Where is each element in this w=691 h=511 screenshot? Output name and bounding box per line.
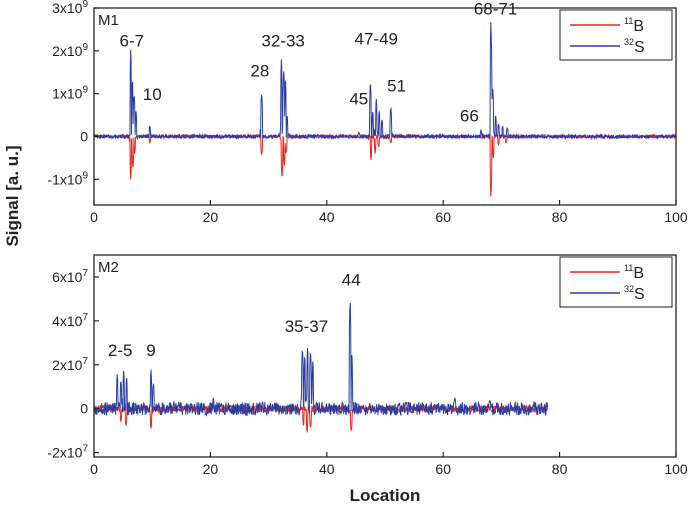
panel-label: M2 xyxy=(98,259,119,276)
x-tick-label: 60 xyxy=(435,209,451,225)
x-tick-label: 100 xyxy=(664,461,688,477)
y-tick-label: 2x109 xyxy=(52,42,88,59)
x-tick-label: 40 xyxy=(319,209,335,225)
peak-label: 66 xyxy=(460,106,479,125)
y-tick-label: 2x107 xyxy=(52,356,88,373)
y-tick-label: 3x109 xyxy=(52,0,88,16)
x-tick-label: 0 xyxy=(90,209,98,225)
legend-box xyxy=(559,256,673,308)
peak-label: 45 xyxy=(349,89,368,108)
peak-label: 51 xyxy=(387,77,406,96)
peak-label: 68-71 xyxy=(474,0,517,18)
x-tick-label: 20 xyxy=(203,461,219,477)
plot-frame xyxy=(93,254,677,458)
y-tick-label: -2x107 xyxy=(47,444,88,461)
y-tick-label: 0 xyxy=(80,401,88,417)
plot-frame xyxy=(93,7,677,206)
legend-entry: 11B xyxy=(624,16,644,35)
peak-label: 9 xyxy=(146,341,155,360)
y-tick-label: 1x109 xyxy=(52,85,88,102)
panel-label: M1 xyxy=(98,12,119,29)
x-tick-label: 60 xyxy=(435,461,451,477)
peak-label: 10 xyxy=(143,85,162,104)
panel-m1: 0 20 40 60 80 100 -1x109 0 1x109 2x109 3x109 M16-7 1… xyxy=(47,0,687,225)
peak-label: 2-5 xyxy=(108,341,133,360)
peak-label: 28 xyxy=(250,62,269,81)
peak-label: 44 xyxy=(342,271,361,290)
x-tick-label: 80 xyxy=(552,461,568,477)
legend-box xyxy=(559,9,673,61)
peak-label: 6-7 xyxy=(120,32,145,51)
legend-entry: 32S xyxy=(624,37,645,56)
x-tick-label: 40 xyxy=(319,461,335,477)
peak-label: 35-37 xyxy=(285,317,328,336)
peak-label: 32-33 xyxy=(261,32,304,51)
series-line-32s xyxy=(93,302,549,417)
legend-entry: 11B xyxy=(624,263,644,282)
y-tick-label: 6x107 xyxy=(52,268,88,285)
x-axis-title: Location xyxy=(350,486,421,505)
x-tick-label: 100 xyxy=(664,209,688,225)
series-line-32s xyxy=(93,22,677,140)
x-tick-label: 20 xyxy=(203,209,219,225)
series-line-11b xyxy=(93,132,677,197)
y-tick-label: 0 xyxy=(80,128,88,144)
y-tick-label: -1x109 xyxy=(47,170,88,187)
y-tick-label: 4x107 xyxy=(52,312,88,329)
x-tick-label: 0 xyxy=(90,461,98,477)
y-axis-title: Signal [a. u.] xyxy=(3,145,22,246)
legend-entry: 32S xyxy=(624,284,645,303)
x-tick-label: 80 xyxy=(552,209,568,225)
peak-label: 47-49 xyxy=(355,29,398,48)
